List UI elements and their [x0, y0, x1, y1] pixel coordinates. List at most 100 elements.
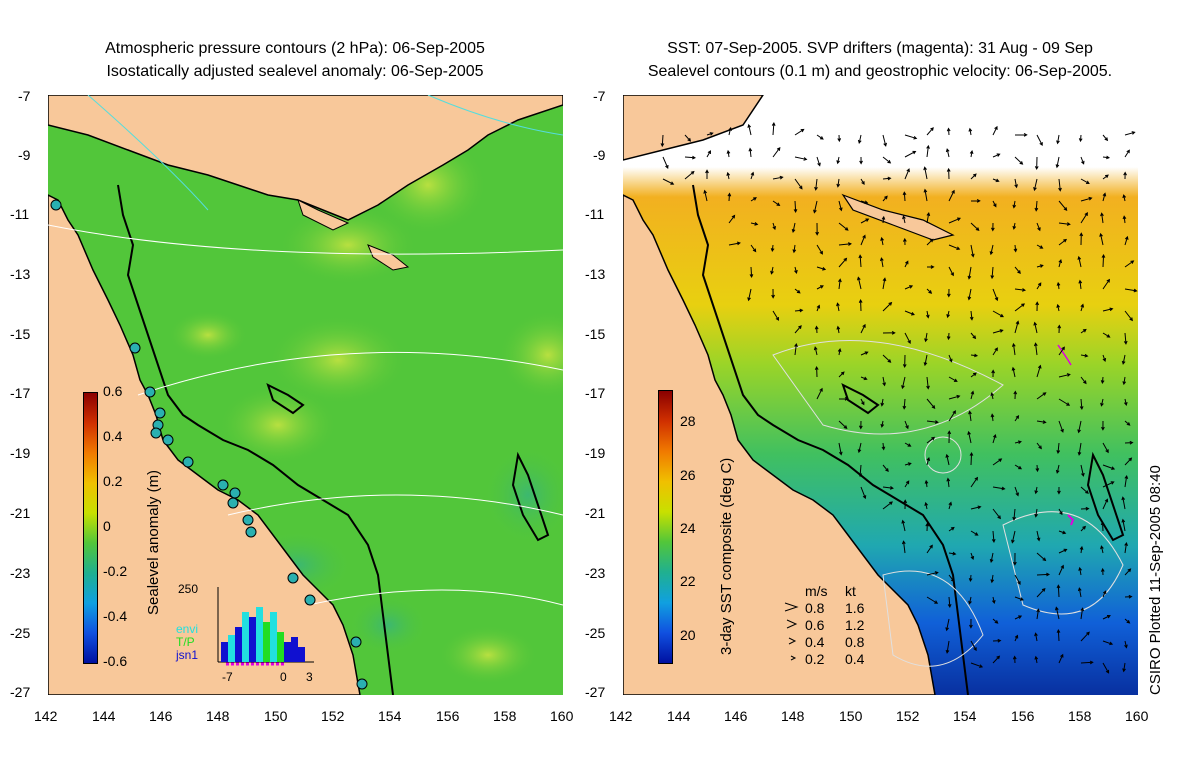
- velocity-arrow: [1013, 390, 1018, 400]
- velocity-arrow: [992, 329, 1004, 334]
- velocity-arrow: [1014, 178, 1018, 189]
- velocity-arrow: [1100, 567, 1105, 576]
- velocity-arrow: [968, 127, 973, 136]
- velocity-arrow: [926, 144, 930, 158]
- velocity-arrow: [926, 436, 936, 444]
- velocity-arrow: [1101, 253, 1106, 268]
- left-ytick-6: -19: [10, 445, 31, 461]
- velocity-arrow: [748, 147, 753, 158]
- velocity-arrow: [989, 244, 994, 256]
- histogram-xtick-2: 3: [306, 670, 313, 684]
- velocity-arrow: [1035, 464, 1040, 473]
- velocity-arrow: [1124, 542, 1128, 554]
- velocity-arrow: [794, 178, 803, 190]
- velocity-arrow: [992, 125, 998, 136]
- velocity-arrow: [1124, 310, 1133, 322]
- velocity-arrow: [838, 242, 852, 246]
- velocity-arrow: [970, 390, 975, 400]
- velocity-arrow: [970, 244, 975, 258]
- velocity-arrow: [794, 128, 805, 136]
- velocity-arrow: [1012, 222, 1017, 230]
- colorbar-tick-4: -0.2: [103, 563, 128, 579]
- velocity-arrow: [1124, 235, 1129, 246]
- velocity-legend-row-0-ms: 0.8: [805, 600, 825, 616]
- left-xtick-0: 142: [34, 708, 58, 724]
- velocity-arrow: [902, 215, 906, 224]
- velocity-arrow: [660, 134, 665, 148]
- velocity-arrow: [1036, 552, 1047, 562]
- velocity-arrow: [948, 394, 961, 400]
- velocity-arrow: [1014, 288, 1027, 292]
- velocity-arrow: [706, 150, 712, 158]
- velocity-arrow: [838, 200, 843, 212]
- velocity-arrow: [838, 397, 849, 401]
- velocity-arrow: [903, 499, 908, 510]
- velocity-arrow: [1121, 518, 1126, 532]
- velocity-arrow: [1058, 222, 1071, 226]
- velocity-arrow: [792, 244, 797, 254]
- velocity-arrow: [926, 398, 936, 409]
- sealevel-colorbar: [83, 392, 98, 664]
- velocity-arrow: [858, 299, 863, 312]
- velocity-arrow: [1014, 486, 1020, 497]
- left-xtick-3: 148: [206, 708, 230, 724]
- velocity-arrow: [926, 212, 931, 224]
- velocity-arrow: [1124, 131, 1136, 136]
- left-xtick-1: 144: [92, 708, 116, 724]
- velocity-arrow: [904, 260, 909, 268]
- velocity-arrow: [1077, 442, 1082, 456]
- velocity-arrow: [970, 173, 977, 180]
- velocity-arrow: [925, 310, 930, 319]
- velocity-arrow: [838, 420, 848, 429]
- sst-tick-3: 22: [680, 573, 696, 589]
- velocity-arrow: [926, 265, 935, 269]
- velocity-arrow: [749, 266, 754, 278]
- velocity-arrow: [992, 655, 1001, 664]
- velocity-arrow: [1056, 134, 1060, 145]
- velocity-arrow: [1102, 464, 1116, 470]
- velocity-arrow: [750, 197, 757, 202]
- velocity-arrow: [1121, 354, 1126, 365]
- velocity-arrow: [925, 522, 930, 532]
- velocity-arrow: [750, 222, 759, 226]
- right-ytick-3: -13: [585, 266, 606, 282]
- colorbar-tick-1: 0.4: [103, 428, 123, 444]
- velocity-arrow: [1036, 134, 1043, 147]
- left-xtick-8: 158: [493, 708, 517, 724]
- velocity-arrow: [970, 332, 977, 340]
- credit-text: CSIRO Plotted 11-Sep-2005 08:40: [1147, 465, 1164, 695]
- velocity-arrow: [882, 331, 896, 335]
- right-xtick-6: 154: [953, 708, 977, 724]
- velocity-arrow: [1080, 178, 1090, 184]
- velocity-arrow: [1014, 615, 1023, 620]
- velocity-arrow: [992, 458, 1003, 466]
- histogram-xtick-1: 0: [280, 670, 287, 684]
- velocity-arrow: [860, 398, 865, 406]
- velocity-arrow: [967, 430, 972, 444]
- velocity-arrow: [926, 571, 939, 576]
- velocity-arrow: [860, 351, 869, 356]
- velocity-arrow: [1033, 321, 1038, 334]
- velocity-arrow: [837, 348, 842, 356]
- velocity-arrow: [728, 214, 736, 224]
- velocity-arrow: [662, 178, 675, 185]
- velocity-arrow: [1058, 259, 1063, 268]
- velocity-arrow: [1036, 420, 1047, 424]
- velocity-arrow: [1122, 215, 1127, 224]
- velocity-arrow: [1122, 194, 1127, 202]
- histogram-xtick-0: -7: [222, 670, 233, 684]
- velocity-arrow: [747, 288, 752, 302]
- velocity-arrow: [726, 171, 731, 180]
- velocity-arrow: [1124, 568, 1132, 576]
- tide-gauge-markers: [50, 199, 368, 690]
- velocity-arrow: [816, 285, 824, 290]
- velocity-arrow: [772, 200, 781, 206]
- sst-tick-2: 24: [680, 520, 696, 536]
- velocity-arrow: [1102, 307, 1114, 312]
- velocity-arrow: [1080, 196, 1093, 202]
- left-ytick-1: -9: [18, 147, 31, 163]
- velocity-arrow: [904, 310, 915, 316]
- right-xtick-1: 144: [667, 708, 691, 724]
- velocity-arrow: [1079, 545, 1084, 554]
- velocity-arrow: [992, 347, 998, 356]
